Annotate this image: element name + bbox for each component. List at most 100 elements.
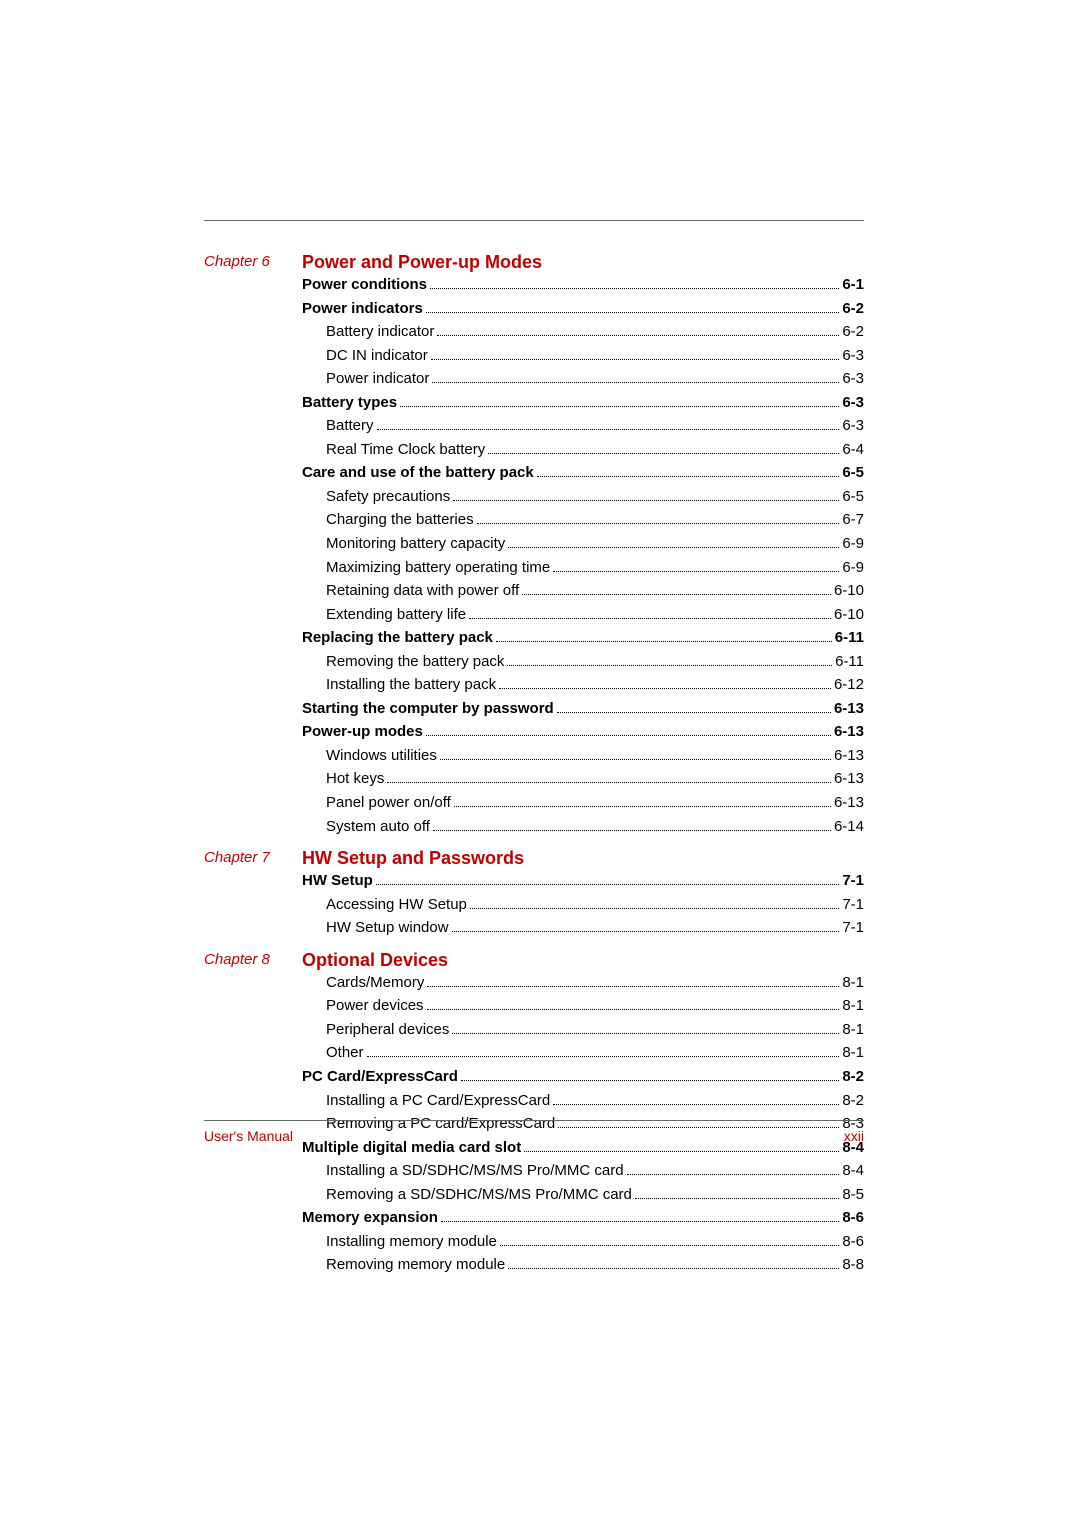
leader-dots [454,806,831,807]
toc-entry-page: 7-1 [842,893,864,917]
toc-line[interactable]: Accessing HW Setup7-1 [302,893,864,917]
leader-dots [553,1104,839,1105]
toc-entry-text: Panel power on/off [326,791,451,815]
toc-line[interactable]: DC IN indicator6-3 [302,344,864,368]
footer-left: User's Manual [204,1128,293,1144]
toc-entry-text: Battery [326,414,374,438]
toc-entry-text: Cards/Memory [326,971,424,995]
leader-dots [433,830,831,831]
leader-dots [477,523,840,524]
leader-dots [430,288,839,289]
toc-line[interactable]: System auto off 6-14 [302,815,864,839]
chapter-block: Chapter 6Power and Power-up Modes [204,252,864,273]
leader-dots [367,1056,840,1057]
chapter-title[interactable]: HW Setup and Passwords [302,848,524,869]
leader-dots [557,712,831,713]
leader-dots [627,1174,840,1175]
toc-entry-text: Battery indicator [326,320,434,344]
toc-entry-text: Safety precautions [326,485,450,509]
toc-line[interactable]: Cards/Memory 8-1 [302,971,864,995]
leader-dots [508,1268,839,1269]
toc-entry-page: 6-3 [842,344,864,368]
leader-dots [470,908,839,909]
toc-entry-text: Other [326,1041,364,1065]
leader-dots [441,1221,839,1222]
toc-line[interactable]: HW Setup7-1 [302,869,864,893]
toc-entry-text: PC Card/ExpressCard [302,1065,458,1089]
toc-entry-page: 8-1 [842,1018,864,1042]
toc-entry-page: 8-1 [842,971,864,995]
leader-dots [452,1033,839,1034]
toc-line[interactable]: Charging the batteries6-7 [302,508,864,532]
toc-line[interactable]: Battery indicator6-2 [302,320,864,344]
toc-line[interactable]: Power indicators6-2 [302,297,864,321]
toc-line[interactable]: Safety precautions6-5 [302,485,864,509]
toc-entry-page: 6-10 [834,579,864,603]
toc-entry-text: Power conditions [302,273,427,297]
toc-line[interactable]: Installing a PC Card/ExpressCard8-2 [302,1089,864,1113]
toc-entry-page: 6-9 [842,532,864,556]
toc-entry-text: Removing a SD/SDHC/MS/MS Pro/MMC card [326,1183,632,1207]
leader-dots [387,782,831,783]
toc-entry-page: 7-1 [842,916,864,940]
toc-line[interactable]: Retaining data with power off6-10 [302,579,864,603]
toc-line[interactable]: Windows utilities6-13 [302,744,864,768]
toc-entry-page: 6-11 [835,650,864,674]
toc-line[interactable]: HW Setup window7-1 [302,916,864,940]
toc-entry-text: System auto off [326,815,430,839]
toc-entry-text: Care and use of the battery pack [302,461,534,485]
toc-entry-text: Monitoring battery capacity [326,532,505,556]
toc-line[interactable]: Power indicator 6-3 [302,367,864,391]
toc-line[interactable]: Maximizing battery operating time 6-9 [302,556,864,580]
toc-line[interactable]: Battery types6-3 [302,391,864,415]
toc-entry-page: 8-6 [842,1206,864,1230]
toc-line[interactable]: Installing memory module8-6 [302,1230,864,1254]
toc-entry-page: 6-3 [842,367,864,391]
toc-entry-text: Power indicator [326,367,429,391]
leader-dots [524,1151,839,1152]
toc-entry-text: Replacing the battery pack [302,626,493,650]
toc-entry-text: Power-up modes [302,720,423,744]
toc-line[interactable]: Peripheral devices8-1 [302,1018,864,1042]
toc-line[interactable]: Replacing the battery pack6-11 [302,626,864,650]
toc-entry-text: Maximizing battery operating time [326,556,550,580]
toc-entry-page: 6-3 [842,414,864,438]
toc-entry-text: Removing memory module [326,1253,505,1277]
toc-line[interactable]: Real Time Clock battery6-4 [302,438,864,462]
toc-line[interactable]: Power-up modes6-13 [302,720,864,744]
toc-entry-page: 6-13 [834,791,864,815]
toc-line[interactable]: Starting the computer by password6-13 [302,697,864,721]
toc-entry-text: Windows utilities [326,744,437,768]
toc-line[interactable]: Removing memory module8-8 [302,1253,864,1277]
chapter-title[interactable]: Optional Devices [302,950,448,971]
toc-entry-text: Installing memory module [326,1230,497,1254]
toc-line[interactable]: Hot keys6-13 [302,767,864,791]
toc-entry-page: 6-9 [842,556,864,580]
chapter-title[interactable]: Power and Power-up Modes [302,252,542,273]
toc-line[interactable]: Monitoring battery capacity 6-9 [302,532,864,556]
toc-line[interactable]: Panel power on/off 6-13 [302,791,864,815]
leader-dots [496,641,832,642]
toc-line[interactable]: Removing the battery pack6-11 [302,650,864,674]
leader-dots [507,665,832,666]
toc-line[interactable]: Removing a SD/SDHC/MS/MS Pro/MMC card8-5 [302,1183,864,1207]
toc-line[interactable]: Power devices8-1 [302,994,864,1018]
leader-dots [431,359,840,360]
toc-content: Chapter 6Power and Power-up ModesPower c… [204,248,864,1277]
leader-dots [377,429,840,430]
toc-entry-text: Installing a SD/SDHC/MS/MS Pro/MMC card [326,1159,624,1183]
toc-line[interactable]: Power conditions6-1 [302,273,864,297]
toc-entry-page: 6-7 [842,508,864,532]
toc-line[interactable]: Battery 6-3 [302,414,864,438]
toc-line[interactable]: Installing a SD/SDHC/MS/MS Pro/MMC card8… [302,1159,864,1183]
toc-line[interactable]: Memory expansion8-6 [302,1206,864,1230]
toc-entry-text: Power devices [326,994,424,1018]
toc-line[interactable]: Extending battery life6-10 [302,603,864,627]
toc-line[interactable]: Installing the battery pack6-12 [302,673,864,697]
toc-line[interactable]: Other8-1 [302,1041,864,1065]
toc-entry-text: Starting the computer by password [302,697,554,721]
toc-entry-page: 6-14 [834,815,864,839]
toc-line[interactable]: Care and use of the battery pack6-5 [302,461,864,485]
toc-line[interactable]: PC Card/ExpressCard8-2 [302,1065,864,1089]
chapter-block: Chapter 8Optional Devices [204,950,864,971]
